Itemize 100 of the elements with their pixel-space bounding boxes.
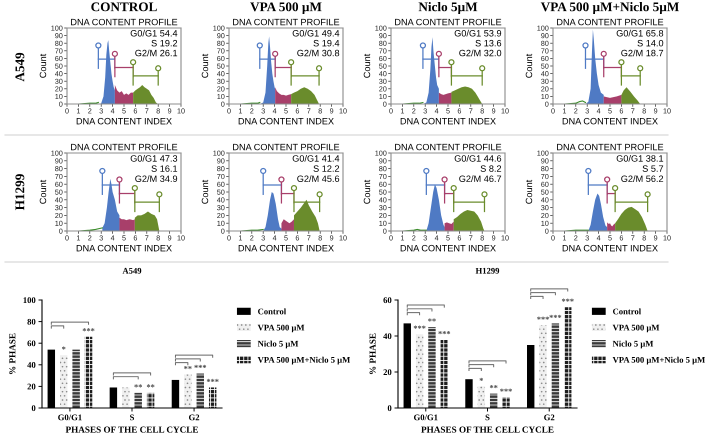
x-axis-title: DNA CONTENT INDEX	[238, 244, 334, 252]
bar	[478, 386, 486, 408]
annotation: G0/G1 65.8	[616, 30, 664, 37]
y-tick-label: 0	[32, 405, 36, 412]
bar	[490, 394, 498, 408]
bar	[416, 334, 424, 408]
y-tick-label: 0	[388, 405, 392, 412]
data-label: **	[134, 384, 142, 388]
legend-label: Niclo 5 µM	[258, 340, 298, 348]
bar	[552, 323, 560, 408]
x-axis-title: DNA CONTENT INDEX	[562, 244, 658, 252]
annotation: G0/G1 47.3	[130, 154, 178, 162]
y-axis-title: % PHASE	[370, 333, 376, 374]
x-tick-label: G0/G1	[414, 414, 438, 420]
annotation: S 19.4	[313, 40, 340, 46]
bar	[196, 373, 204, 408]
legend-label: VPA 500 µM	[258, 324, 304, 332]
chart-title: CONTROL	[91, 2, 157, 12]
chart-title: DNA CONTENT PROFILE	[233, 144, 340, 150]
chart-title: DNA CONTENT PROFILE	[557, 144, 664, 150]
x-tick-label: S	[486, 414, 490, 420]
annotation: S 13.6	[475, 40, 502, 46]
bar	[60, 355, 68, 408]
data-label: *	[480, 378, 484, 381]
y-axis-title: Count	[526, 54, 532, 78]
y-tick-label: 100	[24, 297, 36, 304]
y-axis-title: Count	[40, 180, 46, 204]
chart-subtitle: DNA CONTENT PROFILE	[395, 18, 502, 26]
x-axis-title: PHASES OF THE CELL CYCLE	[421, 426, 554, 433]
data-label: **	[428, 318, 436, 322]
x-tick-label: G0/G1	[58, 414, 82, 420]
chart-title: VPA 500 µM	[250, 2, 322, 14]
legend-label: VPA 500 µM	[612, 324, 660, 332]
bar	[184, 374, 192, 408]
data-label: ***	[438, 331, 450, 334]
data-label: **	[184, 366, 192, 370]
y-tick-label: 40	[383, 333, 392, 340]
bar	[84, 336, 92, 408]
y-axis-title: Count	[202, 54, 208, 78]
y-axis-title: Count	[40, 54, 46, 78]
data-label: ***	[194, 364, 206, 368]
chart-title: Niclo 5µM	[418, 2, 478, 14]
annotation: G0/G1 49.4	[292, 30, 340, 37]
x-axis-title: DNA CONTENT INDEX	[400, 118, 496, 124]
x-axis-title: DNA CONTENT INDEX	[400, 244, 496, 252]
annotation: G0/G1 38.1	[616, 154, 664, 162]
annotation: S 16.1	[151, 165, 178, 172]
data-label: ***	[537, 316, 549, 320]
y-tick-label: 20	[384, 369, 392, 376]
annotation: S 14.0	[637, 40, 664, 46]
text: H1299	[15, 174, 24, 210]
legend-label: VPA 500 µM+Niclo 5 µM	[612, 356, 705, 365]
y-axis-title: % PHASE	[9, 333, 16, 374]
data-label: **	[490, 385, 498, 388]
x-tick-label: S	[130, 414, 134, 420]
bar	[72, 350, 80, 408]
data-label: ***	[414, 326, 426, 329]
data-label: *	[62, 346, 66, 350]
chart-title: DNA CONTENT PROFILE	[71, 144, 178, 150]
text: A549	[15, 52, 24, 82]
data-label: ***	[549, 314, 562, 318]
chart-subtitle: DNA CONTENT PROFILE	[557, 18, 664, 26]
data-label: ***	[82, 328, 94, 332]
x-axis-title: PHASES OF THE CELL CYCLE	[66, 426, 198, 433]
y-axis-title: Count	[202, 180, 208, 204]
legend-label: Control	[258, 308, 286, 314]
annotation: G2/M 30.8	[297, 50, 340, 56]
annotation: S 12.2	[313, 165, 340, 172]
data-label: ***	[562, 298, 574, 302]
legend-label: VPA 500 µM+Niclo 5 µM	[258, 356, 350, 365]
x-axis-title: DNA CONTENT INDEX	[238, 118, 334, 124]
bar	[428, 327, 436, 408]
annotation: G0/G1 53.9	[454, 30, 502, 37]
y-axis-title: Count	[364, 54, 370, 78]
annotation: G0/G1 41.4	[292, 154, 340, 162]
annotation: G0/G1 44.6	[454, 154, 502, 162]
annotation: G2/M 45.6	[297, 175, 340, 182]
annotation: G0/G1 54.4	[130, 30, 178, 37]
data-label: **	[146, 384, 154, 388]
chart-title: DNA CONTENT PROFILE	[395, 144, 502, 150]
annotation: S 5.7	[642, 165, 664, 172]
chart-title: VPA 500 µM+Niclo 5µM	[540, 2, 679, 14]
bar	[440, 340, 448, 408]
annotation: G2/M 34.9	[135, 175, 178, 182]
legend-label: Control	[613, 308, 641, 314]
data-label: ***	[500, 388, 512, 392]
x-tick-label: G2	[188, 414, 200, 420]
y-axis-title: Count	[364, 180, 370, 204]
legend-label: Niclo 5 µM	[612, 340, 654, 348]
chart-subtitle: DNA CONTENT PROFILE	[71, 18, 178, 26]
bar	[564, 307, 572, 408]
x-tick-label: G2	[544, 414, 554, 420]
annotation: G2/M 56.2	[621, 175, 664, 182]
bar	[146, 392, 154, 408]
bar	[208, 387, 216, 408]
y-tick-label: 20	[28, 384, 36, 390]
y-tick-label: 40	[27, 362, 36, 368]
y-tick-label: 60	[383, 297, 392, 304]
annotation: S 19.2	[151, 40, 178, 46]
data-label: ***	[206, 378, 219, 382]
